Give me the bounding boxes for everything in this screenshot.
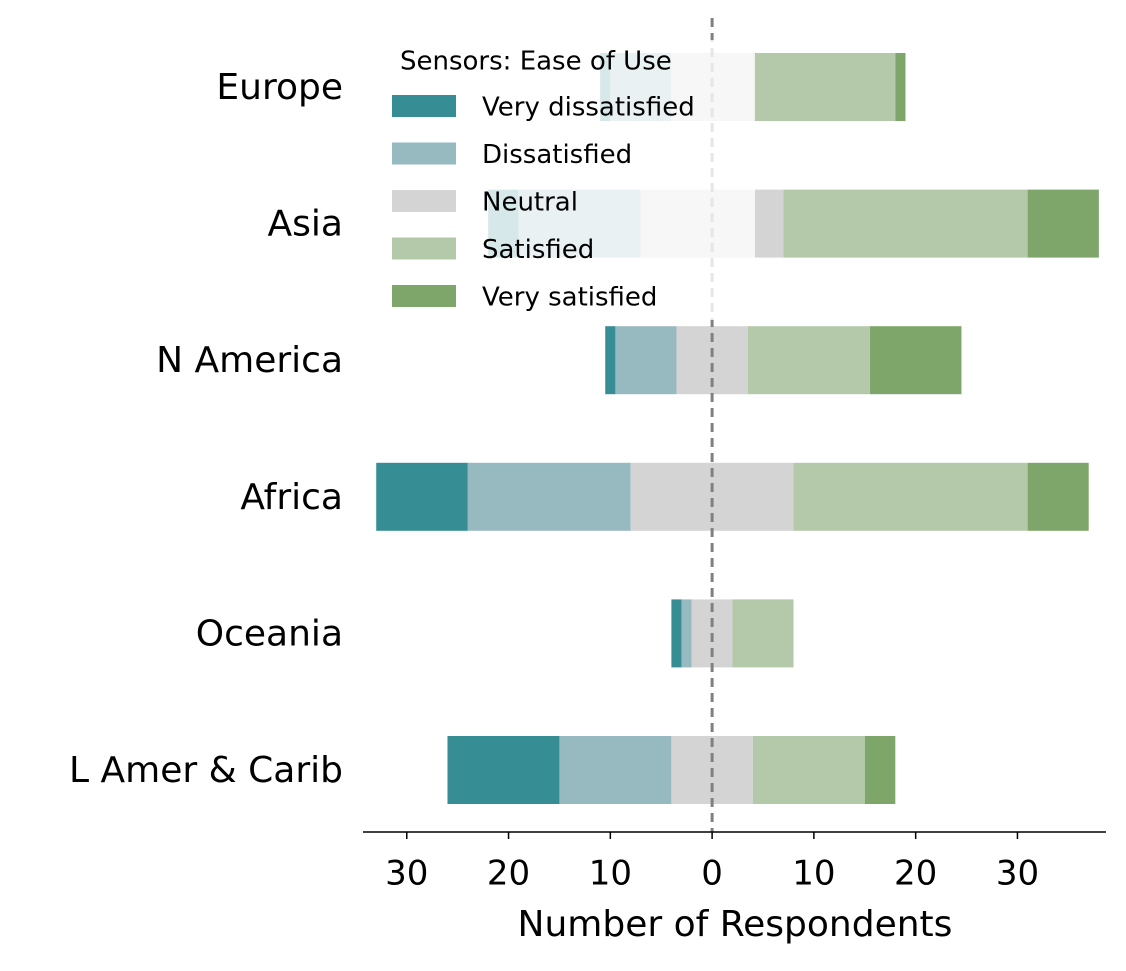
x-tick-label: 0 [701,854,723,894]
y-tick-label: Africa [240,477,343,518]
bar-segment [559,736,672,804]
bar-segment [783,189,1028,258]
bar-segment [732,599,794,668]
legend-swatch [392,95,456,117]
bar-segment [605,326,616,395]
x-tick-label: 20 [487,854,530,894]
bar-segment [447,736,560,804]
legend-label: Very satisfied [482,283,657,313]
x-tick-label: 10 [792,854,835,894]
x-tick-label: 30 [385,854,428,894]
legend-box [390,40,755,320]
bar-segment [467,462,631,531]
legend-swatch [392,237,456,260]
bar-segment [1027,462,1089,531]
legend-label: Very dissatisfied [482,93,695,123]
bar-segment [752,53,896,121]
legend-swatch [392,142,456,165]
bar-segment [895,53,906,121]
legend-swatch [392,285,456,307]
y-tick-label: Asia [268,204,343,245]
legend-title: Sensors: Ease of Use [400,47,672,77]
bar-segment [615,326,677,395]
x-tick-label: 10 [589,854,632,894]
y-tick-label: Europe [216,67,343,108]
legend-label: Dissatisfied [482,140,632,170]
bar-segment [681,599,692,668]
legend-label: Satisfied [482,235,594,265]
bar-segment [671,599,682,668]
x-axis-label: Number of Respondents [518,904,953,945]
legend-swatch [392,190,456,212]
y-tick-label: L Amer & Carib [69,750,343,791]
bar-segment [869,326,962,395]
x-tick-label: 20 [894,854,937,894]
x-tick-label: 30 [996,854,1039,894]
legend-label: Neutral [482,188,578,218]
y-tick-label: Oceania [196,613,343,654]
bar-segment [376,462,468,531]
bar-segment [864,736,896,804]
bar-segment [747,326,870,395]
y-tick-label: N America [156,340,343,381]
bar-segment [752,736,865,804]
bar-segment [1027,189,1099,258]
bar-segment [793,462,1028,531]
